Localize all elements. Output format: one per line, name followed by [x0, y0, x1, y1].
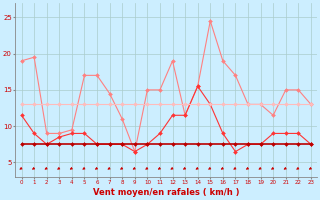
X-axis label: Vent moyen/en rafales ( km/h ): Vent moyen/en rafales ( km/h ) [93, 188, 239, 197]
